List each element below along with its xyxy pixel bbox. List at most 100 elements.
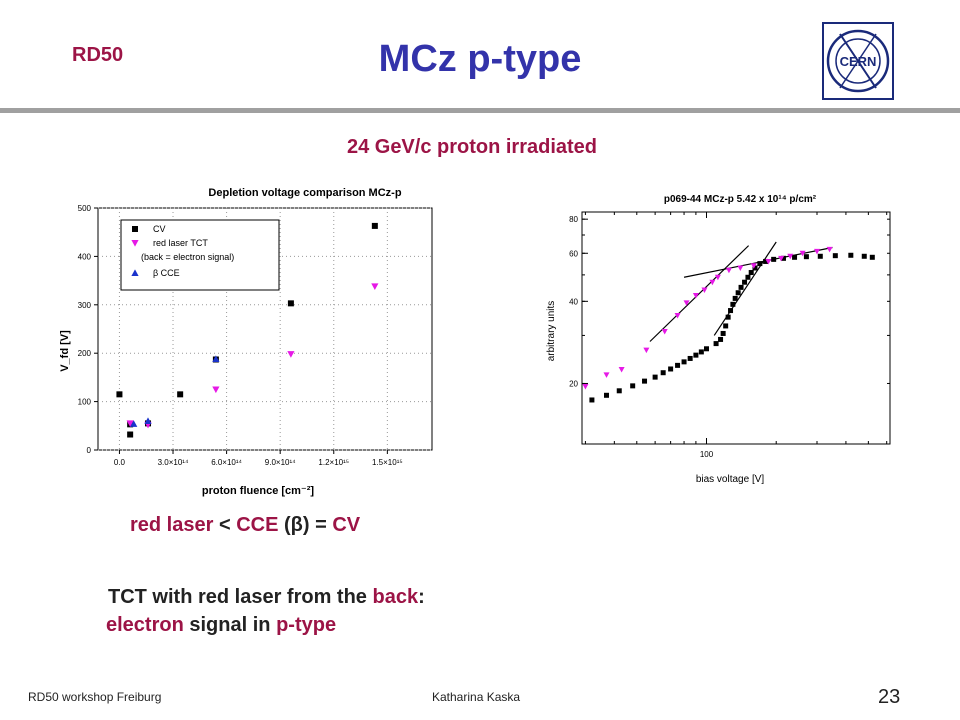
chart2-point-black (861, 253, 867, 259)
chart2-point-black (728, 308, 734, 314)
chart2-point-black (681, 359, 687, 365)
chart1-legend-label: red laser TCT (153, 238, 208, 248)
note-lt: < (213, 514, 237, 536)
chart2-point-black (604, 392, 610, 398)
chart2-point-black (742, 279, 748, 285)
chart1-legend-marker (131, 269, 139, 276)
note-tct: TCT with red laser from the back: (108, 586, 425, 609)
chart2-point-black (693, 352, 699, 358)
chart2-point-black (771, 256, 777, 262)
chart1-ytick-label: 300 (78, 301, 92, 310)
chart2-point-magenta (787, 253, 794, 260)
chart2-point-magenta (714, 274, 721, 281)
chart2-point-black (698, 349, 704, 355)
chart1-xtick-label: 3.0×10¹⁴ (158, 458, 189, 467)
note-comparison: red laser < CCE (β) = CV (130, 514, 360, 537)
chart2-point-black (752, 265, 758, 271)
chart1-xtick-label: 1.5×10¹⁵ (372, 458, 403, 467)
chart1-xtick-label: 6.0×10¹⁴ (211, 458, 242, 467)
chart2-point-black (723, 323, 729, 329)
chart2-point-black (652, 374, 658, 380)
chart2-point-black (803, 254, 809, 260)
chart1-legend-marker (131, 240, 139, 247)
chart2-point-magenta (674, 312, 681, 319)
chart2-point-black (703, 346, 709, 352)
chart2-point-black (713, 341, 719, 347)
note-cce: CCE (236, 514, 279, 536)
chart2-point-black (668, 366, 674, 372)
chart2-point-black (725, 314, 731, 320)
chart2-fit-line (649, 245, 750, 342)
chart2-point-magenta (582, 383, 589, 390)
chart2-point-black (757, 261, 763, 267)
chart2-point-black (832, 253, 838, 259)
chart2-point-black (780, 255, 786, 261)
chart2-point-black (732, 295, 738, 301)
chart2-point-black (720, 330, 726, 336)
chart1-legend (120, 219, 280, 291)
chart2-point-magenta (692, 293, 699, 299)
chart1-ytick-label: 0 (87, 446, 92, 455)
chart1-point-cv (116, 391, 123, 398)
chart2-title: p069-44 MCz-p 5.42 x 10¹⁴ p/cm² (664, 194, 817, 205)
chart2-point-black (630, 383, 636, 389)
note-electron: electron signal in p-type (106, 614, 336, 637)
chart2-point-magenta (750, 263, 757, 269)
chart1-point-laser (287, 351, 295, 358)
cern-logo: CERN (822, 22, 894, 100)
note-beta-eq: (β) = (278, 514, 333, 536)
chart2-point-magenta (778, 255, 785, 262)
note-ptype: p-type (276, 614, 337, 636)
chart1-legend-label: CV (153, 224, 166, 234)
chart1-point-cv (371, 222, 378, 229)
chart2-point-black (718, 336, 724, 342)
chart2-point-magenta (709, 279, 716, 286)
note-red-laser: red laser (130, 514, 214, 536)
chart2-point-magenta (683, 300, 690, 306)
chart2-point-magenta (603, 372, 610, 378)
note-back: back (372, 586, 419, 608)
cern-logo-text: CERN (840, 54, 877, 69)
chart2-point-black (848, 252, 854, 258)
footer-author: Katharina Kaska (432, 690, 521, 704)
chart2-point-magenta (701, 287, 708, 294)
chart2-point-black (675, 362, 681, 368)
chart2-point-black (616, 388, 622, 394)
chart1-ytick-label: 200 (78, 349, 92, 358)
depletion-voltage-chart: Depletion voltage comparison MCz-p proto… (59, 187, 433, 497)
chart1-xtick-label: 0.0 (114, 458, 126, 467)
chart2-ytick-label: 80 (569, 215, 578, 224)
chart2-point-magenta (618, 367, 625, 373)
chart2-xlabel: bias voltage [V] (696, 474, 765, 485)
chart2-point-black (745, 274, 751, 280)
page-number: 23 (878, 686, 901, 708)
chart2-ylabel: arbitrary units (546, 301, 557, 362)
chart2-point-black (735, 290, 741, 296)
chart2-point-black (730, 301, 736, 307)
chart2-point-black (687, 355, 693, 361)
chart1-legend-marker (132, 226, 138, 232)
chart1-xtick-label: 9.0×10¹⁴ (265, 458, 296, 467)
chart1-point-cce (130, 420, 138, 427)
chart1-title: Depletion voltage comparison MCz-p (208, 187, 401, 199)
chart1-point-cv (177, 391, 184, 398)
chart2-point-black (817, 253, 823, 259)
chart1-point-cv (127, 431, 134, 438)
chart2-point-magenta (643, 347, 650, 354)
chart1-point-cv (287, 300, 294, 307)
bias-voltage-chart: p069-44 MCz-p 5.42 x 10¹⁴ p/cm² bias vol… (546, 194, 891, 485)
slide-title: MCz p-type (378, 38, 582, 80)
chart1-legend-label: (back = electron signal) (141, 252, 234, 262)
chart2-point-magenta (737, 265, 744, 271)
chart2-point-black (763, 258, 769, 264)
chart2-point-magenta (661, 329, 668, 335)
slide-subtitle: 24 GeV/c proton irradiated (346, 136, 598, 158)
chart2-point-black (738, 284, 744, 290)
note-signal-in: signal in (183, 614, 277, 636)
chart1-ytick-label: 100 (78, 398, 92, 407)
chart2-point-black (748, 270, 754, 276)
header-divider (0, 108, 960, 113)
chart2-point-black (869, 254, 875, 260)
chart2-point-magenta (725, 267, 732, 274)
chart2-ytick-label: 60 (569, 249, 578, 258)
